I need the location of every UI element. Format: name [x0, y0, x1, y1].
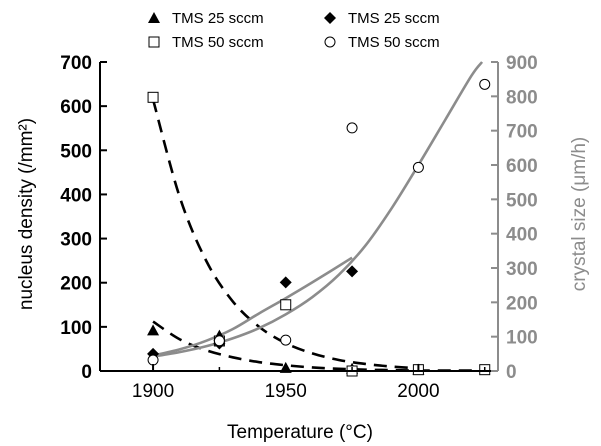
legend-marker-3 [324, 12, 336, 24]
legend-label-4: TMS 50 sccm [348, 34, 440, 51]
legend-label-3: TMS 25 sccm [348, 10, 440, 27]
x-tick-label: 2000 [397, 381, 439, 402]
axes: 1900 1950 2000 0 100 200 300 400 500 600 700 0 100 20… [60, 53, 537, 402]
legend: TMS 25 sccm TMS 50 sccm TMS 25 sccm TMS 50 … [148, 10, 440, 51]
point-series1-1 [147, 324, 160, 336]
point-series2-3 [280, 299, 292, 311]
x-tick-label: 1900 [132, 381, 174, 402]
y-right-tick-label: 900 [506, 53, 538, 74]
y-left-tick-label: 400 [60, 185, 92, 206]
point-series3-3 [279, 276, 292, 289]
y-right-tick-label: 100 [506, 328, 538, 349]
point-series4-1 [147, 354, 159, 366]
y-right-tick-label: 200 [506, 293, 538, 314]
y-left-tick-label: 500 [60, 141, 92, 162]
y-left-tick-label: 100 [60, 318, 92, 339]
y-left-tick-label: 200 [60, 274, 92, 295]
legend-marker-1 [148, 12, 160, 23]
y-left-tick-label: 700 [60, 53, 92, 74]
point-series4-6 [479, 78, 491, 90]
y-axis-label-right: crystal size (μm/h) [569, 137, 590, 292]
legend-marker-4 [324, 36, 336, 48]
fit-curve-4 [152, 61, 484, 358]
x-axis-label: Temperature (°C) [227, 422, 373, 443]
y-right-tick-label: 400 [506, 225, 538, 246]
point-series2-1 [147, 91, 159, 103]
point-series4-2 [213, 335, 225, 347]
legend-label-1: TMS 25 sccm [172, 10, 264, 27]
y-left-tick-label: 300 [60, 230, 92, 251]
y-right-tick-label: 600 [506, 156, 538, 177]
y-right-tick-label: 800 [506, 87, 538, 108]
fit-curves [151, 61, 485, 373]
y-right-tick-label: 0 [506, 362, 517, 383]
fit-curve-3 [152, 256, 353, 357]
fit-curve-1 [151, 99, 419, 370]
point-series4-3 [280, 334, 292, 346]
y-left-tick-label: 0 [81, 362, 92, 383]
point-series3-4 [346, 265, 359, 278]
y-right-tick-label: 700 [506, 122, 538, 143]
legend-label-2: TMS 50 sccm [172, 34, 264, 51]
y-left-tick-label: 600 [60, 97, 92, 118]
point-series4-5 [412, 161, 424, 173]
point-series4-4 [346, 122, 358, 134]
y-right-tick-label: 300 [506, 259, 538, 280]
data-points [147, 78, 491, 377]
legend-marker-2 [148, 36, 160, 48]
y-right-tick-label: 500 [506, 190, 538, 211]
y-axis-label-left: nucleus density (/mm²) [16, 118, 37, 310]
x-tick-label: 1950 [265, 381, 307, 402]
